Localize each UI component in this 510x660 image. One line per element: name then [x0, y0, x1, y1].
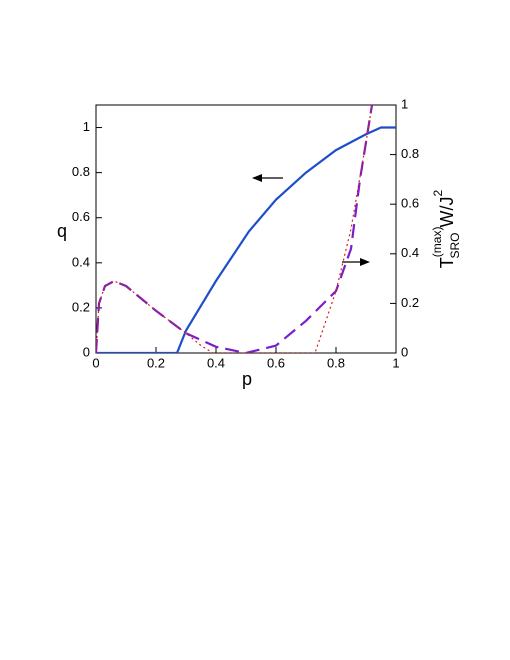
x-tick-label: 0 — [92, 355, 99, 370]
y-tick-label: 0.4 — [72, 254, 90, 269]
y2-label-sup: (max) — [430, 227, 444, 258]
arrow-right — [342, 258, 370, 266]
y2-tick-label: 1 — [401, 96, 408, 111]
y-axis-label: q — [57, 221, 67, 241]
x-tick-label: 0.2 — [147, 355, 165, 370]
y2-tick-label: 0 — [401, 344, 408, 359]
x-tick-label: 0.8 — [327, 355, 345, 370]
series-line — [96, 126, 396, 353]
series-line — [96, 105, 373, 353]
y2-tick-label: 0.8 — [401, 146, 419, 161]
y-tick-label: 0.2 — [72, 299, 90, 314]
y2-tick-label: 0.4 — [401, 245, 419, 260]
y2-tick-label: 0.6 — [401, 196, 419, 211]
y2-label-sup2: 2 — [431, 190, 445, 197]
series-line — [96, 105, 374, 353]
y2-label-base: T — [437, 257, 457, 268]
y-tick-label: 0 — [83, 344, 90, 359]
y2-label-sub: SRO — [448, 233, 462, 259]
y2-label-rest: W/J — [437, 197, 457, 233]
y2-axis-label: T(max) SRO W/J2 — [430, 190, 462, 269]
y-tick-label: 0.6 — [72, 209, 90, 224]
x-tick-label: 1 — [392, 355, 399, 370]
arrow-left — [252, 174, 283, 182]
x-tick-label: 0.4 — [207, 355, 225, 370]
x-tick-label: 0.6 — [267, 355, 285, 370]
x-axis-label: p — [242, 369, 252, 389]
y-tick-label: 1 — [83, 119, 90, 134]
y-tick-label: 0.8 — [72, 164, 90, 179]
y2-tick-label: 0.2 — [401, 295, 419, 310]
